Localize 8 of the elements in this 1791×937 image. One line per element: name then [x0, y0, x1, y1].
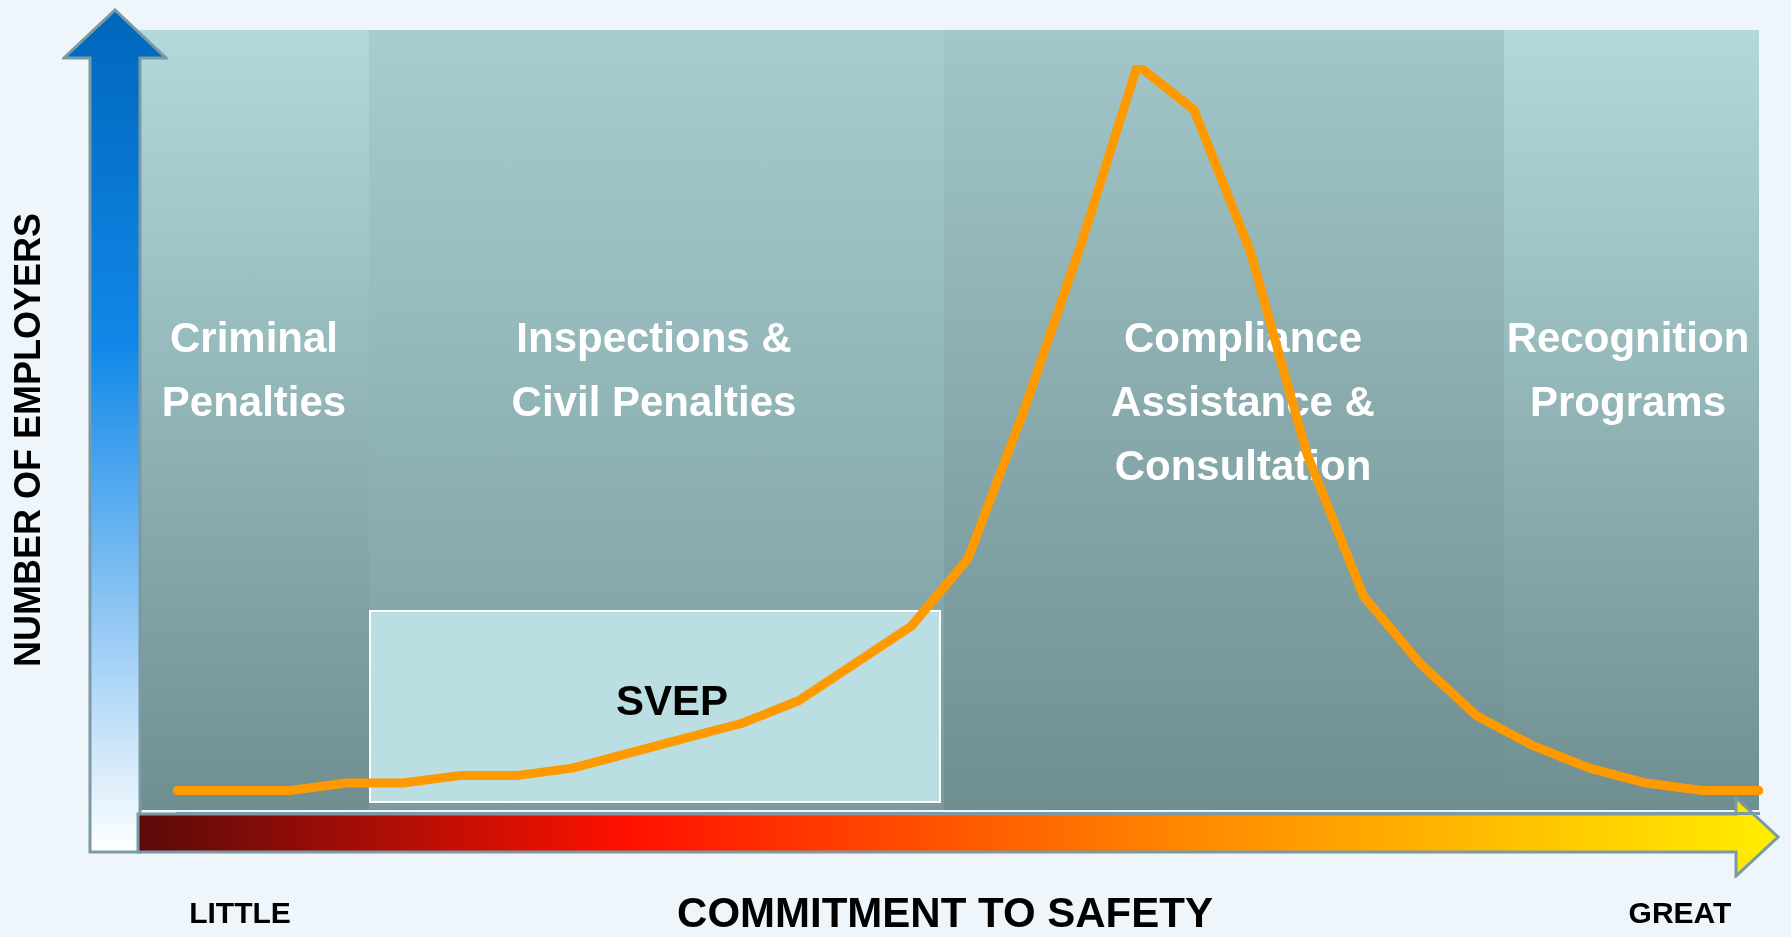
y-axis-title: NUMBER OF EMPLOYERS: [6, 212, 48, 668]
text: GREAT: [1628, 896, 1732, 930]
annotation: Recognition Programs: [1506, 313, 1750, 425]
x-axis-title: COMMITMENT TO SAFETY: [677, 888, 1213, 936]
annotation: SVEP: [615, 676, 729, 724]
text: LITTLE: [189, 896, 291, 930]
annotation: Criminal Penalties: [161, 313, 347, 425]
annotation: Inspections & Civil Penalties: [511, 313, 797, 425]
